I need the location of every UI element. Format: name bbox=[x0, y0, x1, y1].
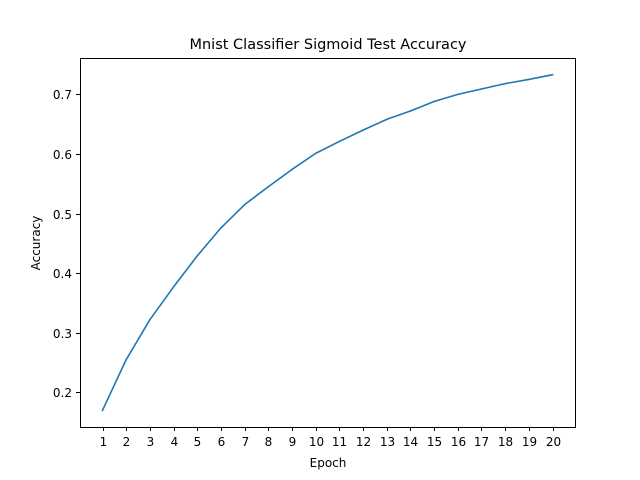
data-point bbox=[338, 140, 341, 143]
data-point bbox=[101, 409, 104, 412]
x-tick-label: 20 bbox=[546, 435, 561, 449]
x-tick-label: 10 bbox=[309, 435, 324, 449]
x-tick-label: 12 bbox=[356, 435, 371, 449]
series-layer bbox=[101, 73, 554, 412]
y-tick-label: 0.6 bbox=[53, 148, 72, 162]
data-point bbox=[551, 73, 554, 76]
x-tick-label: 18 bbox=[498, 435, 513, 449]
data-point bbox=[267, 185, 270, 188]
data-point bbox=[291, 168, 293, 171]
x-tick-label: 4 bbox=[171, 435, 179, 449]
data-point bbox=[528, 78, 530, 81]
data-point bbox=[433, 100, 435, 103]
x-tick-label: 3 bbox=[147, 435, 155, 449]
y-tick-label: 0.5 bbox=[53, 208, 72, 222]
data-point bbox=[172, 286, 175, 288]
x-tick-label: 13 bbox=[380, 435, 395, 449]
x-tick-label: 8 bbox=[265, 435, 273, 449]
x-tick-label: 19 bbox=[522, 435, 537, 449]
data-point bbox=[504, 82, 506, 85]
x-tick-label: 17 bbox=[474, 435, 489, 449]
x-tick-label: 15 bbox=[427, 435, 442, 449]
x-tick-label: 16 bbox=[451, 435, 466, 449]
x-tick-label: 2 bbox=[123, 435, 131, 449]
plot-frame bbox=[80, 58, 576, 428]
x-axis-ticks: 1 2 3 4 5 6 7 8 9 10 11 12 13 14 15 16 17 18 19 20 bbox=[100, 427, 561, 449]
data-point bbox=[149, 318, 151, 321]
x-tick-label: 9 bbox=[289, 435, 297, 449]
chart-title: Mnist Classifier Sigmoid Test Accuracy bbox=[189, 37, 466, 53]
data-point bbox=[220, 227, 222, 229]
data-point bbox=[314, 152, 317, 155]
x-tick-label: 14 bbox=[403, 435, 418, 449]
accuracy-line bbox=[101, 73, 554, 412]
x-tick-label: 7 bbox=[242, 435, 250, 449]
y-axis-label: Accuracy bbox=[29, 216, 43, 271]
x-tick-label: 11 bbox=[332, 435, 347, 449]
y-tick-label: 0.4 bbox=[53, 267, 72, 281]
data-point bbox=[243, 203, 246, 206]
x-tick-label: 5 bbox=[194, 435, 202, 449]
x-tick-label: 6 bbox=[218, 435, 226, 449]
data-point bbox=[125, 358, 127, 361]
x-tick-label: 1 bbox=[100, 435, 108, 449]
data-point bbox=[480, 88, 483, 90]
y-tick-label: 0.3 bbox=[53, 327, 72, 341]
data-point bbox=[385, 118, 388, 121]
data-point bbox=[362, 129, 364, 131]
x-axis-label: Epoch bbox=[310, 456, 347, 470]
data-point bbox=[409, 110, 412, 112]
data-point bbox=[456, 93, 459, 96]
data-point bbox=[196, 255, 199, 257]
y-tick-label: 0.2 bbox=[53, 386, 72, 400]
y-tick-label: 0.7 bbox=[53, 88, 72, 102]
y-axis-ticks: 0.2 0.3 0.4 0.5 0.6 0.7 bbox=[53, 88, 80, 400]
